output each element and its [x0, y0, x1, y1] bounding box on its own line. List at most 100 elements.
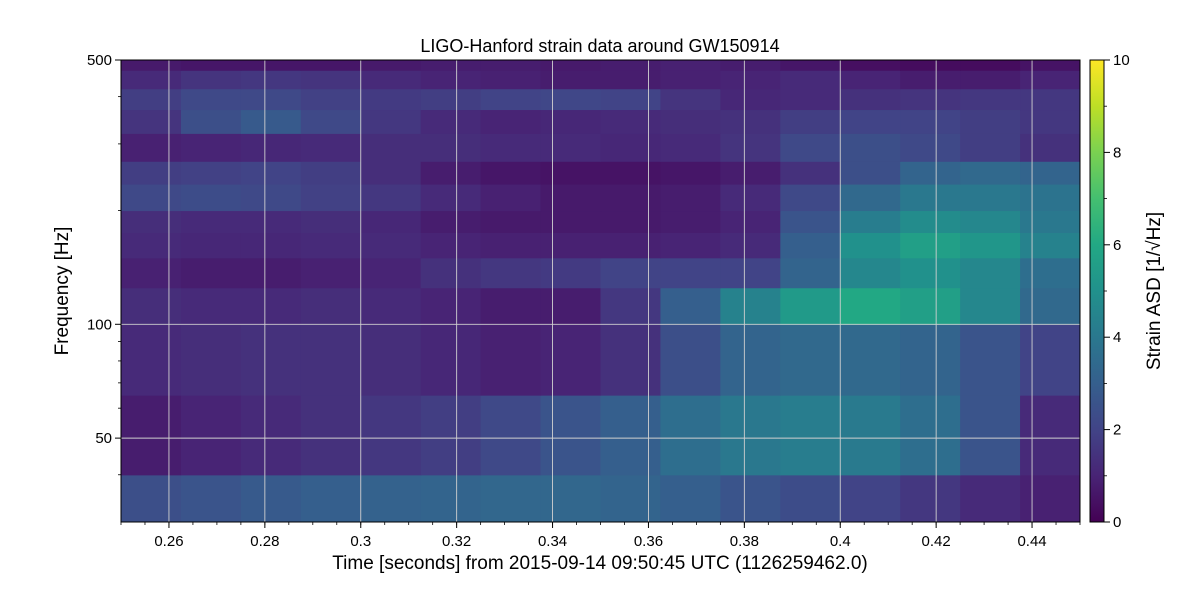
heatmap-cell [480, 88, 542, 111]
heatmap-cell [420, 257, 482, 289]
heatmap-cell [780, 161, 841, 185]
heatmap-cell [240, 161, 302, 185]
heatmap-cell [720, 88, 781, 111]
heatmap-cell [300, 232, 362, 259]
heatmap-cell [600, 287, 662, 325]
heatmap-cell [121, 210, 182, 233]
heatmap-cell [720, 395, 781, 476]
x-tick-label: 0.44 [1017, 533, 1046, 550]
colorbar-tick-label: 8 [1113, 144, 1121, 161]
heatmap-cell [600, 109, 662, 134]
heatmap-cell [240, 287, 302, 325]
heatmap-cell [300, 287, 362, 325]
heatmap-cell [420, 474, 482, 522]
heatmap-cell [480, 60, 542, 71]
heatmap-cell [720, 133, 781, 162]
heatmap-cell [420, 88, 482, 111]
y-tick-label: 50 [95, 430, 112, 447]
heatmap-cell [900, 60, 961, 71]
heatmap-cell [360, 60, 422, 71]
heatmap-cell [780, 109, 841, 134]
heatmap-cell [121, 395, 182, 476]
heatmap-cell [121, 257, 182, 289]
chart-title: LIGO-Hanford strain data around GW150914 [420, 36, 779, 56]
heatmap-cell [360, 257, 422, 289]
heatmap-cell [600, 395, 662, 476]
heatmap-cell [900, 88, 961, 111]
heatmap-cell [720, 183, 781, 212]
heatmap-cell [960, 109, 1021, 134]
heatmap-cell [1020, 232, 1080, 259]
heatmap-cell [840, 60, 901, 71]
heatmap-cell [960, 257, 1021, 289]
heatmap-cell [720, 60, 781, 71]
heatmap-cell [1020, 70, 1080, 90]
heatmap-cell [240, 474, 302, 522]
heatmap-cell [480, 210, 542, 233]
heatmap-cell [660, 109, 721, 134]
heatmap-cell [420, 70, 482, 90]
heatmap-cell [840, 161, 901, 185]
heatmap-cell [720, 161, 781, 185]
heatmap-cell [900, 133, 961, 162]
heatmap-cell [900, 395, 961, 476]
heatmap-cell [600, 232, 662, 259]
heatmap-cell [960, 60, 1021, 71]
heatmap-cell [420, 183, 482, 212]
heatmap-cell [720, 70, 781, 90]
heatmap-cell [840, 232, 901, 259]
y-axis-label: Frequency [Hz] [52, 227, 73, 356]
heatmap-cell [180, 474, 242, 522]
heatmap-cell [900, 232, 961, 259]
heatmap-cell [300, 88, 362, 111]
heatmap-cell [121, 109, 182, 134]
heatmap-cell [360, 183, 422, 212]
heatmap-cell [360, 474, 422, 522]
heatmap-cell [1020, 287, 1080, 325]
heatmap-cell [540, 287, 602, 325]
heatmap-cell [300, 183, 362, 212]
heatmap-cell [600, 210, 662, 233]
heatmap-cell [900, 287, 961, 325]
heatmap-cell [720, 210, 781, 233]
heatmap-cell [660, 324, 721, 396]
heatmap-cell [960, 324, 1021, 396]
heatmap-cell [840, 183, 901, 212]
heatmap-cell [1020, 210, 1080, 233]
heatmap-cell [600, 60, 662, 71]
heatmap-cell [540, 210, 602, 233]
colorbar-label: Strain ASD [1/√Hz] [1144, 212, 1165, 370]
heatmap-cell [480, 183, 542, 212]
heatmap-cell [840, 133, 901, 162]
heatmap-cell [360, 70, 422, 90]
heatmap-cell [780, 183, 841, 212]
heatmap-cell [240, 88, 302, 111]
heatmap-cell [660, 474, 721, 522]
heatmap-cell [540, 109, 602, 134]
heatmap-cell [121, 474, 182, 522]
heatmap-cell [1020, 133, 1080, 162]
x-tick-label: 0.36 [634, 533, 663, 550]
x-tick-label: 0.34 [538, 533, 567, 550]
heatmap-cell [240, 60, 302, 71]
heatmap-cell [360, 161, 422, 185]
heatmap-cell [660, 161, 721, 185]
colorbar-tick-label: 2 [1113, 422, 1121, 439]
heatmap-cell [420, 232, 482, 259]
heatmap-cell [600, 324, 662, 396]
heatmap-cell [900, 109, 961, 134]
heatmap-cell [180, 109, 242, 134]
heatmap-cell [121, 232, 182, 259]
heatmap-cell [960, 70, 1021, 90]
heatmap-cell [420, 287, 482, 325]
heatmap-cell [1020, 324, 1080, 396]
heatmap-cell [180, 257, 242, 289]
heatmap-cell [960, 287, 1021, 325]
heatmap-cell [660, 70, 721, 90]
heatmap-cell [540, 70, 602, 90]
heatmap-cell [180, 133, 242, 162]
heatmap-cell [300, 395, 362, 476]
heatmap-cell [300, 257, 362, 289]
x-tick-label: 0.3 [350, 533, 371, 550]
heatmap-cell [840, 88, 901, 111]
